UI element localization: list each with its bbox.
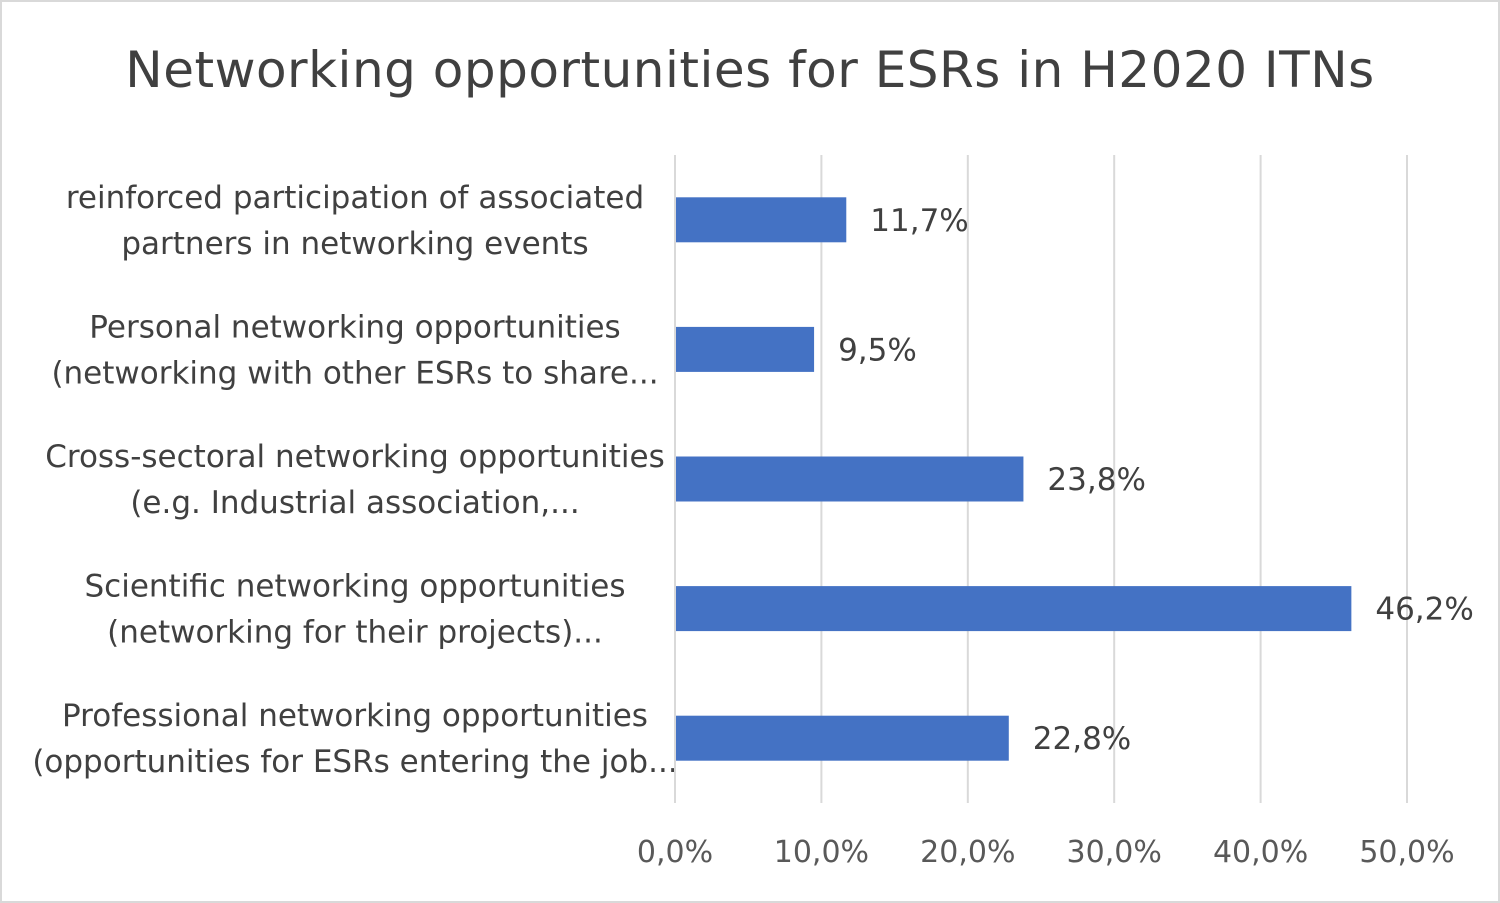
data-label: 22,8%: [1033, 721, 1131, 757]
category-label: partners in networking events: [121, 226, 588, 262]
category-label: Professional networking opportunities: [62, 698, 648, 734]
category-label: Cross-sectoral networking opportunities: [45, 439, 665, 475]
bar: [675, 456, 1024, 502]
category-label: Personal networking opportunities: [89, 309, 620, 345]
data-label: 23,8%: [1047, 462, 1145, 498]
bar: [675, 326, 815, 372]
bar: [675, 715, 1009, 761]
x-tick-label: 40,0%: [1213, 835, 1308, 870]
category-label: (networking for their projects)...: [107, 615, 603, 651]
category-label: (e.g. Industrial association,...: [130, 485, 579, 521]
bar: [675, 197, 847, 243]
x-tick-label: 0,0%: [637, 835, 713, 870]
category-label: (networking with other ESRs to share...: [51, 355, 658, 391]
data-label: 46,2%: [1375, 592, 1473, 628]
category-label: (opportunities for ESRs entering the job…: [32, 744, 677, 780]
data-label: 9,5%: [838, 332, 917, 368]
x-tick-label: 50,0%: [1359, 835, 1454, 870]
x-tick-label: 20,0%: [920, 835, 1015, 870]
category-label: Scientific networking opportunities: [84, 569, 625, 605]
x-tick-label: 30,0%: [1067, 835, 1162, 870]
x-tick-label: 10,0%: [774, 835, 869, 870]
data-label: 11,7%: [870, 203, 968, 239]
chart-title: Networking opportunities for ESRs in H20…: [125, 41, 1375, 99]
bar: [675, 586, 1352, 632]
category-label: reinforced participation of associated: [66, 180, 644, 216]
